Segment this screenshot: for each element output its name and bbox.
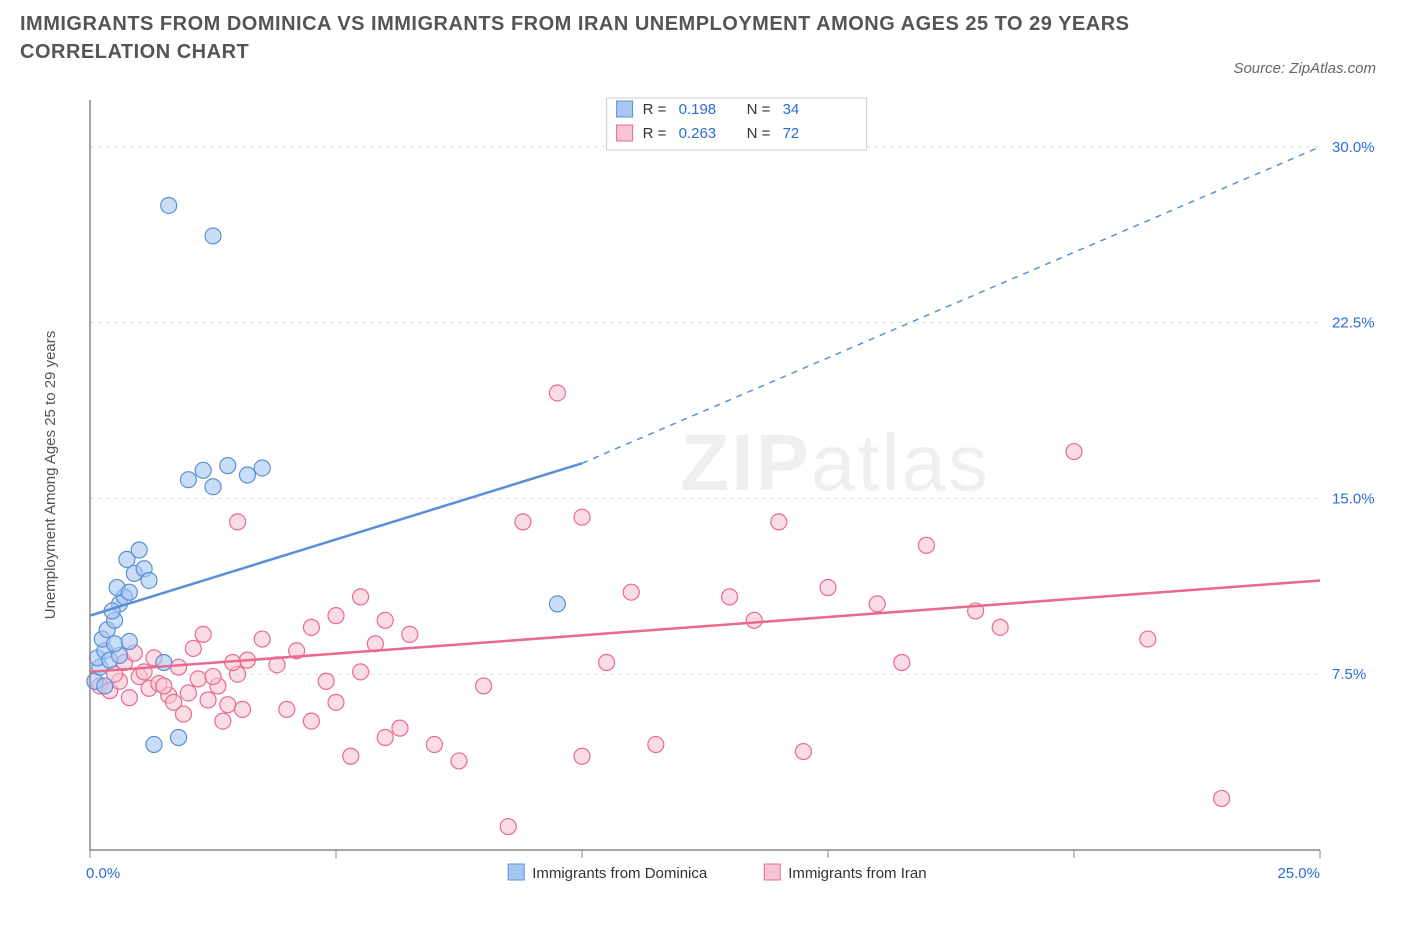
y-axis-tick-label: 7.5% [1332,666,1366,683]
data-point [220,458,236,474]
data-point [894,655,910,671]
data-point [992,619,1008,635]
data-point [392,720,408,736]
trend-line [90,463,582,615]
data-point [185,640,201,656]
data-point [1066,444,1082,460]
data-point [254,460,270,476]
data-point [918,537,934,553]
data-point [171,659,187,675]
x-axis-tick-label: 25.0% [1277,865,1320,882]
data-point [141,572,157,588]
legend-n-value: 34 [783,101,800,118]
data-point [476,678,492,694]
data-point [771,514,787,530]
data-point [1140,631,1156,647]
trend-line [90,580,1320,671]
trend-line-dashed [582,147,1320,463]
legend-swatch [617,125,633,141]
data-point [180,472,196,488]
data-point [175,706,191,722]
data-point [574,748,590,764]
chart-title: IMMIGRANTS FROM DOMINICA VS IMMIGRANTS F… [20,10,1150,66]
data-point [121,584,137,600]
data-point [205,669,221,685]
legend-n-label: N = [747,125,771,142]
scatter-chart-svg: 7.5% 15.0% 22.5% 30.0% ZIPatlas 0.0% 25.0% Unem… [20,90,1386,910]
data-point [205,479,221,495]
data-point [195,462,211,478]
data-point [200,692,216,708]
data-point [599,655,615,671]
legend-n-value: 72 [783,125,800,142]
bottom-legend-label: Immigrants from Dominica [532,865,708,882]
data-point [426,737,442,753]
data-point [121,690,137,706]
data-point [235,701,251,717]
data-point [180,685,196,701]
data-point [254,631,270,647]
data-point [318,673,334,689]
data-point [171,730,187,746]
source-attribution: Source: ZipAtlas.com [1233,60,1376,77]
data-point [215,713,231,729]
data-point [795,744,811,760]
data-point [402,626,418,642]
data-point [648,737,664,753]
data-point [190,671,206,687]
y-axis-tick-label: 30.0% [1332,139,1375,156]
data-point [549,596,565,612]
legend-r-label: R = [643,101,667,118]
data-point [500,819,516,835]
data-point [161,197,177,213]
chart-area: 7.5% 15.0% 22.5% 30.0% ZIPatlas 0.0% 25.0% Unem… [20,90,1386,910]
data-point [820,580,836,596]
y-axis-tick-label: 22.5% [1332,315,1375,332]
data-point [239,467,255,483]
data-point [146,737,162,753]
data-point [195,626,211,642]
data-point [303,619,319,635]
data-point [121,633,137,649]
data-point [220,697,236,713]
data-point [107,636,123,652]
data-point [377,730,393,746]
bottom-legend-label: Immigrants from Iran [788,865,926,882]
data-point [353,664,369,680]
data-point [574,509,590,525]
bottom-legend-swatch [764,864,780,880]
data-point [353,589,369,605]
legend-r-value: 0.263 [679,125,717,142]
y-axis-tick-label: 15.0% [1332,490,1375,507]
data-point [156,655,172,671]
data-point [230,514,246,530]
watermark: ZIPatlas [680,418,989,507]
data-point [869,596,885,612]
data-point [303,713,319,729]
data-point [205,228,221,244]
data-point [377,612,393,628]
data-point [97,678,113,694]
legend-r-value: 0.198 [679,101,717,118]
data-point [1214,790,1230,806]
data-point [746,612,762,628]
data-point [279,701,295,717]
data-point [722,589,738,605]
data-point [343,748,359,764]
data-point [328,608,344,624]
data-point [131,542,147,558]
data-point [515,514,531,530]
legend-r-label: R = [643,125,667,142]
data-point [156,678,172,694]
y-axis-title: Unemployment Among Ages 25 to 29 years [42,331,59,620]
data-point [451,753,467,769]
x-axis-tick-label: 0.0% [86,865,120,882]
legend-swatch [617,101,633,117]
data-point [623,584,639,600]
bottom-legend-swatch [508,864,524,880]
data-point [328,694,344,710]
data-point [549,385,565,401]
legend-n-label: N = [747,101,771,118]
